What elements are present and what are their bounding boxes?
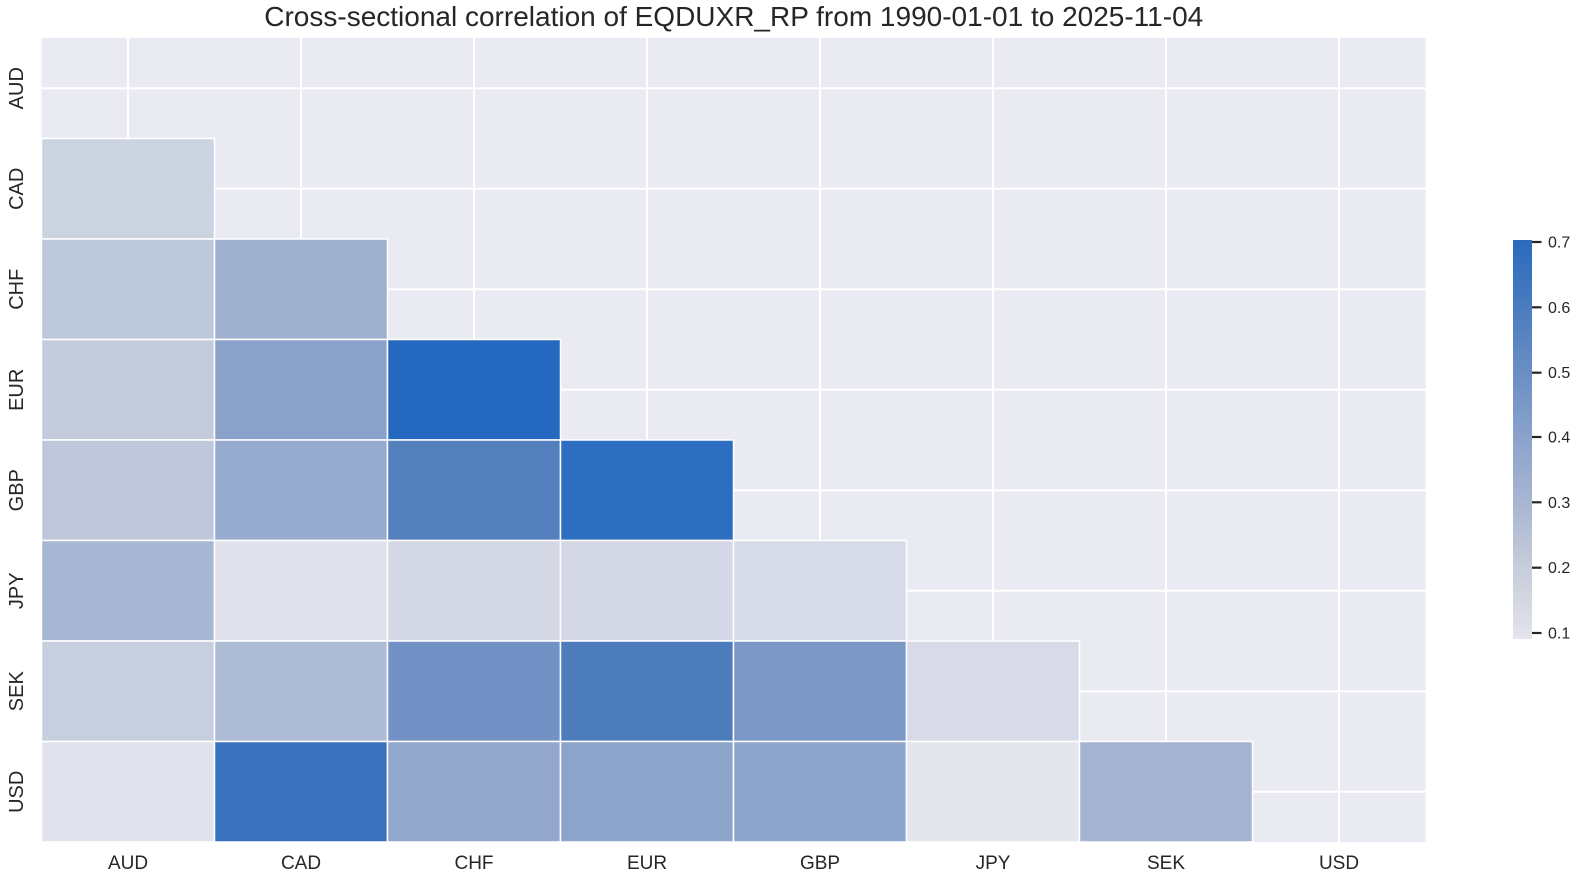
svg-text:0.7: 0.7 xyxy=(1548,235,1570,252)
svg-text:CHF: CHF xyxy=(454,853,493,874)
svg-text:0.4: 0.4 xyxy=(1548,430,1570,447)
svg-text:0.5: 0.5 xyxy=(1548,365,1570,382)
svg-text:SEK: SEK xyxy=(1147,853,1185,874)
svg-text:AUD: AUD xyxy=(108,853,148,874)
svg-text:SEK: SEK xyxy=(6,671,28,712)
svg-text:USD: USD xyxy=(1319,853,1359,874)
svg-text:GBP: GBP xyxy=(800,853,840,874)
svg-text:JPY: JPY xyxy=(976,853,1011,874)
svg-text:0.1: 0.1 xyxy=(1548,626,1570,643)
svg-text:AUD: AUD xyxy=(6,67,28,109)
svg-text:0.2: 0.2 xyxy=(1548,560,1570,577)
svg-text:CAD: CAD xyxy=(6,168,28,210)
svg-text:JPY: JPY xyxy=(6,572,28,609)
svg-text:0.3: 0.3 xyxy=(1548,495,1570,512)
svg-text:EUR: EUR xyxy=(6,369,28,411)
svg-text:EUR: EUR xyxy=(627,853,667,874)
svg-text:GBP: GBP xyxy=(6,469,28,511)
svg-text:CAD: CAD xyxy=(281,853,321,874)
svg-text:USD: USD xyxy=(6,771,28,813)
svg-text:0.6: 0.6 xyxy=(1548,300,1570,317)
svg-text:CHF: CHF xyxy=(6,269,28,310)
svg-text:Cross-sectional correlation of: Cross-sectional correlation of EQDUXR_RP… xyxy=(264,1,1203,32)
